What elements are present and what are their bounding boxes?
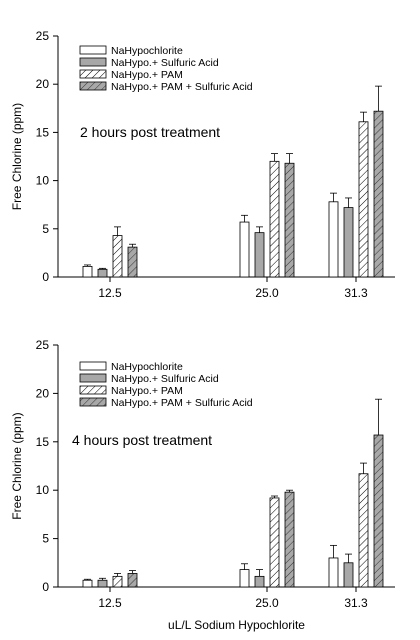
- legend-swatch: [79, 373, 107, 383]
- x-axis-label: uL/L Sodium Hypochlorite: [168, 618, 305, 632]
- bar: [127, 246, 138, 278]
- bar: [254, 232, 265, 278]
- bar: [358, 121, 369, 278]
- bar: [269, 497, 280, 588]
- legend-swatch: [79, 81, 107, 91]
- bar: [254, 575, 265, 588]
- bar: [97, 579, 108, 588]
- bar: [343, 207, 354, 278]
- panel-annotation: 4 hours post treatment: [72, 432, 212, 448]
- bar: [328, 201, 339, 278]
- legend-swatch: [79, 385, 107, 395]
- y-tick-label: 20: [36, 386, 50, 400]
- legend-swatch: [79, 397, 107, 407]
- y-tick-label: 25: [36, 29, 50, 43]
- bar: [239, 569, 250, 588]
- bar: [284, 491, 295, 588]
- y-tick-label: 5: [42, 222, 49, 236]
- bar: [373, 110, 384, 278]
- y-tick-label: 10: [36, 483, 50, 497]
- legend-label: NaHypo.+ PAM: [111, 69, 183, 81]
- legend-swatch: [79, 69, 107, 79]
- y-tick-label: 20: [36, 77, 50, 91]
- bar: [82, 265, 93, 278]
- legend-swatch: [79, 361, 107, 371]
- bar: [373, 434, 384, 588]
- y-axis-label: Free Chlorine (ppm): [10, 412, 24, 519]
- chart-panel-1: 0 5 10 15 20 25 Free Chlorine (ppm) 12.5 25.0 31.…: [10, 29, 395, 300]
- legend-label: NaHypo.+ Sulfuric Acid: [111, 57, 219, 69]
- legend-swatch: [79, 45, 107, 55]
- legend-label: NaHypo.+ PAM + Sulfuric Acid: [111, 81, 253, 93]
- bar: [97, 268, 108, 278]
- bar: [112, 235, 123, 278]
- y-tick-label: 25: [36, 338, 50, 352]
- y-tick-label: 0: [42, 580, 49, 594]
- x-tick-label: 25.0: [255, 286, 279, 300]
- y-tick-label: 5: [42, 532, 49, 546]
- x-tick-label: 12.5: [98, 286, 122, 300]
- bar: [269, 160, 280, 278]
- legend-label: NaHypo.+ PAM + Sulfuric Acid: [111, 397, 253, 409]
- bar: [284, 162, 295, 278]
- bar: [328, 557, 339, 588]
- bar: [358, 473, 369, 588]
- bar: [82, 579, 93, 588]
- legend-label: NaHypo.+ Sulfuric Acid: [111, 373, 219, 385]
- x-tick-label: 12.5: [98, 596, 122, 610]
- bar: [112, 575, 123, 588]
- bar: [343, 562, 354, 588]
- x-tick-label: 31.3: [344, 286, 368, 300]
- chart-panel-2: 0 5 10 15 20 25 Free Chlorine (ppm) 12.5 25.0 31.…: [10, 338, 395, 632]
- y-tick-label: 15: [36, 435, 50, 449]
- y-tick-label: 15: [36, 125, 50, 139]
- legend-swatch: [79, 57, 107, 67]
- legend-label: NaHypochlorite: [111, 361, 183, 373]
- x-tick-label: 25.0: [255, 596, 279, 610]
- bar: [127, 573, 138, 588]
- legend-label: NaHypo.+ PAM: [111, 385, 183, 397]
- legend-label: NaHypochlorite: [111, 45, 183, 57]
- y-tick-label: 0: [42, 270, 49, 284]
- bar: [239, 221, 250, 278]
- panel-annotation: 2 hours post treatment: [80, 124, 220, 140]
- y-axis-label: Free Chlorine (ppm): [10, 103, 24, 210]
- x-tick-label: 31.3: [344, 596, 368, 610]
- y-tick-label: 10: [36, 174, 50, 188]
